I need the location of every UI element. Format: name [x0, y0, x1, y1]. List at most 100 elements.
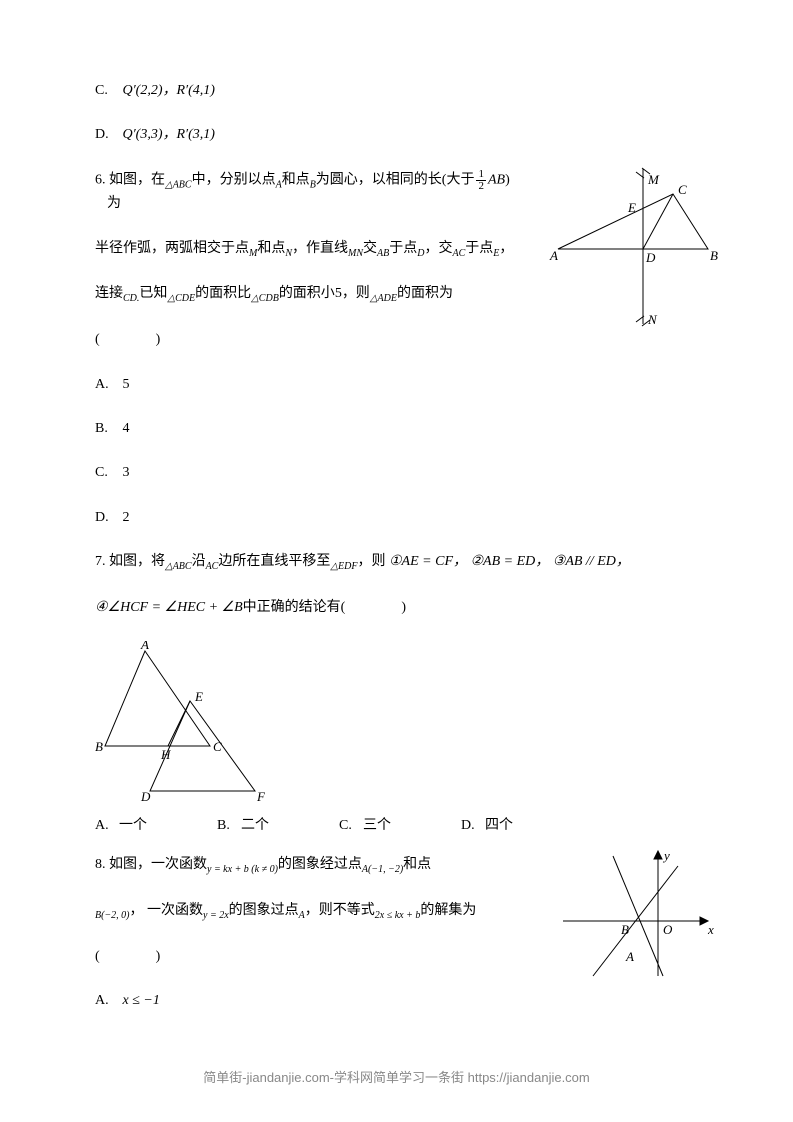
answer-blank: ( ) [95, 332, 160, 347]
svg-text:F: F [256, 789, 265, 801]
q7-figure: A B C D E F H [95, 641, 698, 806]
option-label: B. [95, 418, 119, 440]
math: △ADE [370, 293, 397, 304]
text: ， [499, 241, 513, 256]
svg-text:A: A [549, 248, 558, 263]
math: △CDB [251, 293, 279, 304]
option-text: 3 [123, 465, 130, 480]
math: AC [206, 561, 219, 572]
q6-line3: 连接CD.已知△CDE的面积比△CDB的面积小5，则△ADE的面积为 [95, 283, 525, 307]
q7-option-c: C.三个 [339, 814, 391, 834]
option-label: A. [95, 374, 119, 396]
statement-3: ③AB // ED， [553, 554, 630, 569]
statement-4: ④∠HCF = ∠HEC + ∠B [95, 600, 243, 615]
q7-option-d: D.四个 [461, 814, 513, 834]
svg-text:B: B [710, 248, 718, 263]
text: 的面积为 [397, 286, 453, 301]
text: 和点 [282, 173, 310, 188]
svg-text:D: D [645, 250, 656, 265]
svg-text:D: D [140, 789, 151, 801]
svg-text:H: H [160, 747, 171, 762]
math: y = 2x [203, 910, 229, 921]
text: 边所在直线平移至 [218, 554, 330, 569]
math: △EDF [330, 561, 357, 572]
option-label: A. [95, 990, 119, 1012]
option-text: x ≤ −1 [123, 993, 160, 1008]
option-text: Q′(3,3)，R′(3,1) [123, 127, 215, 142]
math: A(−1, −2) [362, 864, 403, 875]
q6-figure: A B C D E M N [548, 164, 728, 339]
math: CD. [123, 293, 139, 304]
q6-option-a: A. 5 [95, 374, 698, 396]
svg-text:x: x [707, 922, 714, 937]
text: ，交 [424, 241, 452, 256]
option-text: 2 [123, 510, 130, 525]
answer-blank: ( ) [95, 949, 160, 964]
svg-text:A: A [140, 641, 149, 652]
math: AB [488, 173, 505, 188]
q6-option-b: B. 4 [95, 418, 698, 440]
text: ，作直线 [292, 241, 348, 256]
text: 如图，一次函数 [109, 857, 207, 872]
q8-line1: 8. 如图，一次函数y = kx + b (k ≠ 0)的图象经过点A(−1, … [95, 854, 525, 878]
text: ，则 [358, 554, 386, 569]
math: N [285, 247, 292, 258]
q7-line1: 7. 如图，将△ABC沿AC边所在直线平移至△EDF，则 ①AE = CF， ②… [95, 551, 698, 575]
text: ，则 [342, 286, 370, 301]
math: B(−2, 0) [95, 910, 130, 921]
option-label: D. [95, 507, 119, 529]
math: 2x ≤ kx + b [375, 910, 421, 921]
fraction: 12 [476, 169, 486, 192]
text: 的解集为 [420, 903, 476, 918]
q8-figure: O x y B A [558, 846, 718, 991]
q5-option-c: C. Q′(2,2)，R′(4,1) [95, 80, 698, 102]
svg-text:N: N [647, 312, 658, 327]
q6-line2: 半径作弧，两弧相交于点M和点N，作直线MN交AB于点D，交AC于点E， [95, 238, 525, 262]
q7-options: A.一个 B.二个 C.三个 D.四个 [95, 814, 698, 834]
svg-text:A: A [625, 949, 634, 964]
option-text: 4 [123, 421, 130, 436]
svg-text:O: O [663, 922, 673, 937]
math: AC [452, 247, 465, 258]
q7-option-b: B.二个 [217, 814, 269, 834]
svg-text:E: E [627, 200, 636, 215]
text: 如图，在 [109, 173, 165, 188]
svg-text:C: C [678, 182, 687, 197]
svg-text:E: E [194, 689, 203, 704]
text: 和点 [257, 241, 285, 256]
q6-line1: 6. 如图，在△ABC中，分别以点A和点B为圆心，以相同的长(大于12AB) 为 [95, 169, 525, 216]
math: △ABC [165, 179, 192, 190]
text: 沿 [192, 554, 206, 569]
text: ) [505, 173, 510, 188]
text: 于点 [389, 241, 417, 256]
svg-text:B: B [95, 739, 103, 754]
text: 半径作弧，两弧相交于点 [95, 241, 249, 256]
option-label: C. [95, 80, 119, 102]
text: 的面积比 [195, 286, 251, 301]
text: ， [130, 903, 144, 918]
math: △CDE [167, 293, 195, 304]
statement-1: ①AE = CF， [389, 554, 467, 569]
statement-2: ②AB = ED， [471, 554, 550, 569]
q7-line2: ④∠HCF = ∠HEC + ∠B中正确的结论有( ) [95, 597, 698, 619]
q8-option-a: A. x ≤ −1 [95, 990, 698, 1012]
option-label: C. [95, 462, 119, 484]
svg-text:M: M [647, 172, 660, 187]
text: 的图象过点 [229, 903, 299, 918]
q6-option-c: C. 3 [95, 462, 698, 484]
text: ，则不等式 [305, 903, 375, 918]
q7-option-a: A.一个 [95, 814, 147, 834]
text: 已知 [139, 286, 167, 301]
footer-text: 简单街-jiandanjie.com-学科网简单学习一条街 https://ji… [203, 1070, 590, 1085]
text: 5 [335, 286, 342, 301]
text: 的图象经过点 [278, 857, 362, 872]
q6-option-d: D. 2 [95, 507, 698, 529]
text: 如图，将 [109, 554, 165, 569]
text: 连接 [95, 286, 123, 301]
math: MN [348, 247, 363, 258]
q-num: 8. [95, 857, 106, 872]
math: AB [377, 247, 389, 258]
text: 为 [107, 196, 121, 211]
text: 一次函数 [147, 903, 203, 918]
option-label: D. [95, 124, 119, 146]
